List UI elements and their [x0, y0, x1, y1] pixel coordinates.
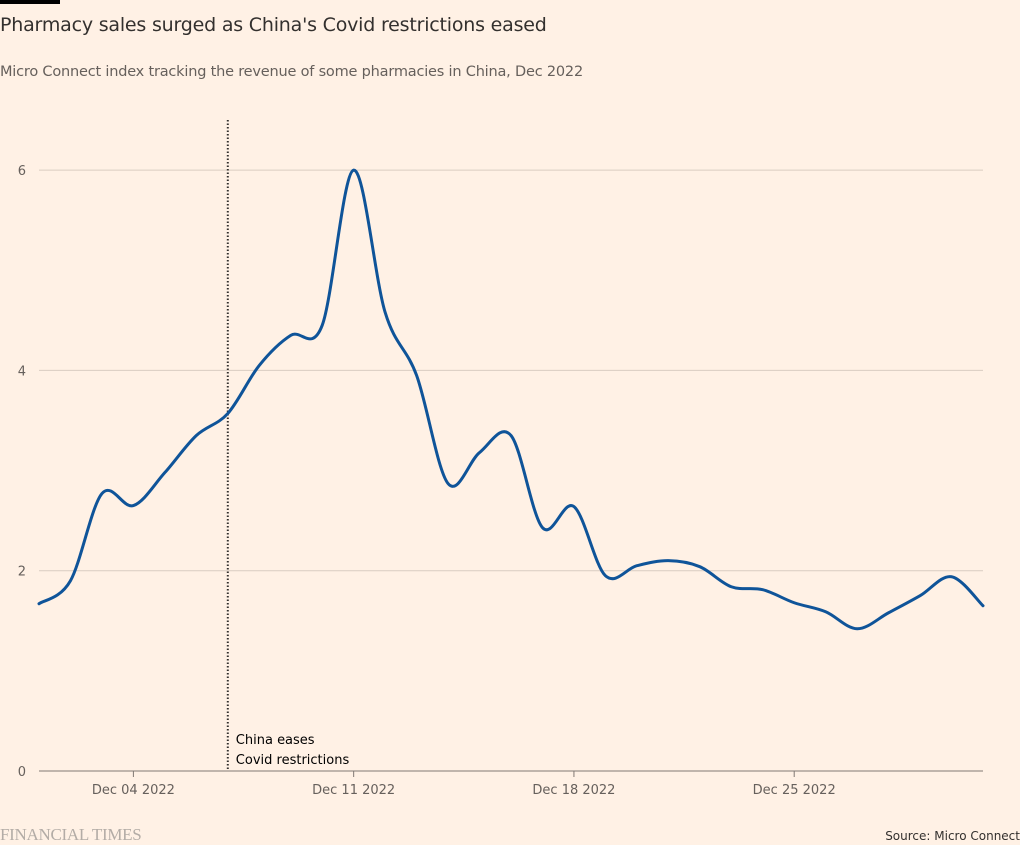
ft-logo: FINANCIAL TIMES — [0, 825, 141, 845]
x-tick-label: Dec 18 2022 — [532, 783, 615, 798]
source-note: Source: Micro Connect — [885, 829, 1020, 843]
annotation-layer: China eases Covid restrictions — [228, 120, 350, 771]
x-tick-label: Dec 25 2022 — [753, 783, 836, 798]
series-line-pharmacy-index — [39, 170, 983, 629]
x-tick-label: Dec 04 2022 — [92, 783, 175, 798]
x-axis: Dec 04 2022 Dec 11 2022 Dec 18 2022 Dec 25 … — [39, 771, 983, 798]
annotation-label: Covid restrictions — [236, 753, 350, 768]
y-tick-label-0: 0 — [18, 765, 26, 780]
y-tick-label-2: 2 — [18, 565, 26, 580]
series-layer — [39, 170, 983, 629]
y-tick-label-4: 4 — [18, 364, 26, 379]
gridlines — [39, 170, 983, 571]
y-tick-label-6: 6 — [18, 164, 26, 179]
annotation-label: China eases — [236, 733, 315, 748]
y-axis-ticks: 0 2 4 6 — [18, 164, 26, 780]
x-tick-label: Dec 11 2022 — [312, 783, 395, 798]
